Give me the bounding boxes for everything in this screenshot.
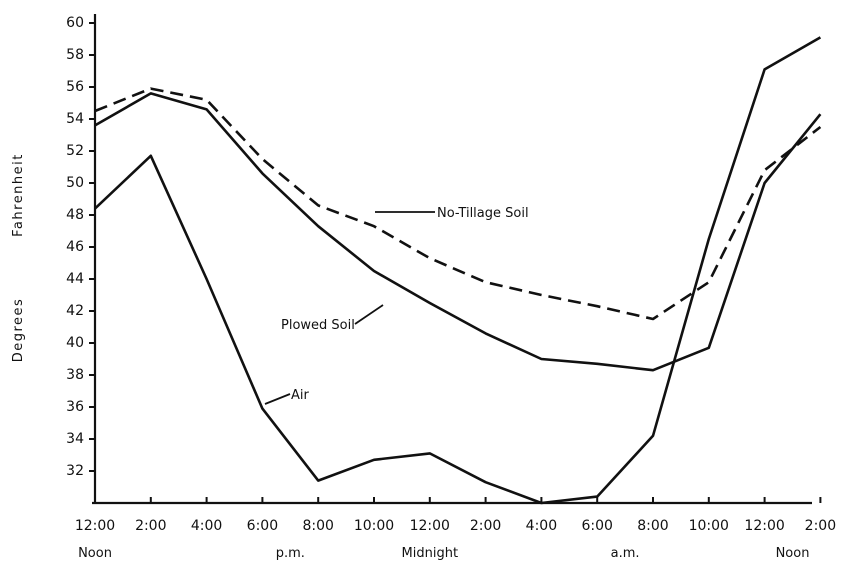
y-axis-label-degrees: Degrees <box>11 298 26 363</box>
x-tick-label: 10:00 <box>354 518 394 534</box>
x-tick-label: 2:00 <box>470 518 501 534</box>
x-tick-label: 2:00 <box>805 518 836 534</box>
x-tick-label: 12:00 <box>744 518 784 534</box>
annotation-plowed-soil: Plowed Soil <box>281 318 355 333</box>
x-tick-label: 2:00 <box>135 518 166 534</box>
x-period-label: Noon <box>78 546 112 561</box>
annotation-air: Air <box>291 388 310 403</box>
y-tick-label: 44 <box>66 271 84 287</box>
annotation-leader-air <box>264 393 291 405</box>
series-lines <box>94 36 822 505</box>
y-tick-label: 40 <box>66 335 84 351</box>
y-tick-label: 42 <box>66 303 84 319</box>
y-tick-label: 48 <box>66 207 84 223</box>
y-tick-label: 38 <box>66 367 84 383</box>
y-tick-label: 32 <box>66 463 84 479</box>
annotation-no-tillage-soil: No-Tillage Soil <box>437 206 529 221</box>
y-tick-label: 36 <box>66 399 84 415</box>
x-tick-label: 8:00 <box>302 518 333 534</box>
y-tick-label: 58 <box>66 47 84 63</box>
y-ticks: 32 34 36 38 40 42 44 46 48 50 52 54 56 58 60 <box>66 15 95 479</box>
series-line-no-tillage-soil <box>94 87 822 321</box>
series-line-air <box>94 36 822 505</box>
x-tick-label: 12:00 <box>410 518 450 534</box>
x-tick-label: 6:00 <box>581 518 612 534</box>
x-period-label: a.m. <box>611 546 640 561</box>
x-tick-label: 8:00 <box>637 518 668 534</box>
x-ticks: 12:00 2:00 4:00 6:00 8:00 10:00 12:00 2:00 4:00 6… <box>75 497 836 561</box>
x-period-label: Noon <box>776 546 810 561</box>
y-tick-label: 50 <box>66 175 84 191</box>
y-tick-label: 60 <box>66 15 84 31</box>
y-axis-label-fahrenheit: Fahrenheit <box>11 153 26 237</box>
x-period-label: p.m. <box>276 546 305 561</box>
annotation-leader-plowed <box>354 304 384 325</box>
series-line-plowed-soil <box>94 92 822 372</box>
x-tick-label: 12:00 <box>75 518 115 534</box>
x-tick-label: 6:00 <box>247 518 278 534</box>
y-tick-label: 56 <box>66 79 84 95</box>
x-tick-label: 10:00 <box>689 518 729 534</box>
y-tick-label: 54 <box>66 111 84 127</box>
x-tick-label: 4:00 <box>191 518 222 534</box>
x-period-label: Midnight <box>402 546 459 561</box>
y-axis-label: Degrees Fahrenheit <box>11 153 26 362</box>
y-tick-label: 46 <box>66 239 84 255</box>
y-tick-label: 52 <box>66 143 84 159</box>
axes <box>92 14 812 505</box>
x-tick-label: 4:00 <box>526 518 557 534</box>
annotations: No-Tillage Soil Plowed Soil Air <box>264 206 529 405</box>
y-tick-label: 34 <box>66 431 84 447</box>
